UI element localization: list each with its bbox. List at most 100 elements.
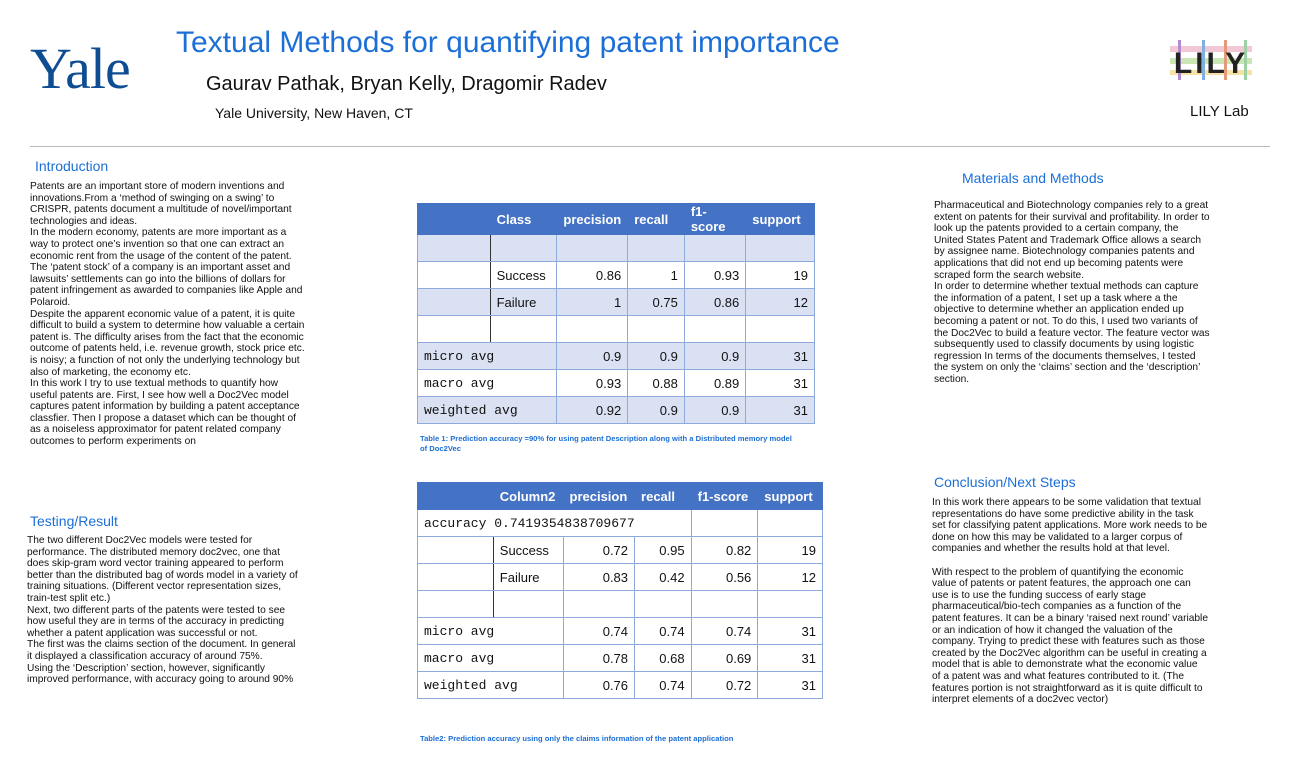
header-cell: precision: [556, 203, 629, 235]
table-cell: 0.78: [562, 644, 636, 672]
table-cell: macro avg: [416, 369, 558, 397]
table-2-caption: Table2: Prediction accuracy using only t…: [420, 734, 734, 743]
testing-paragraph: Using the ‘Description’ section, however…: [27, 662, 294, 686]
table-cell: 0.9: [683, 342, 747, 370]
conclusion-paragraph: In this work there appears to be some va…: [932, 497, 1208, 555]
table-header-row: Column2 precision recall f1-score suppor…: [417, 482, 823, 510]
table-cell: 31: [745, 369, 815, 397]
header-cell: recall: [634, 482, 692, 510]
table-cell: Success: [492, 536, 564, 564]
table-cell: macro avg: [417, 644, 564, 672]
table-cell: 12: [745, 288, 815, 316]
table-row: accuracy 0.7419354838709677: [417, 509, 823, 537]
table-cell: 1: [627, 261, 685, 289]
table-cell: [417, 536, 494, 564]
table-cell: 0.82: [690, 536, 759, 564]
table-header-row: Class precision recall f1-score support: [417, 203, 815, 235]
table-cell: 0.9: [683, 396, 747, 424]
lily-lab-logo: LILY: [1170, 40, 1252, 80]
table-cell: 0.75: [627, 288, 685, 316]
header-cell: [417, 482, 494, 510]
testing-paragraph: The first was the claims section of the …: [27, 639, 296, 662]
table-cell: 31: [757, 617, 823, 645]
header-cell: recall: [627, 203, 685, 235]
paragraph-spacer: [932, 555, 1208, 567]
table-row: weighted avg 0.76 0.74 0.72 31: [417, 671, 823, 699]
table-cell: 0.88: [627, 369, 685, 397]
table-cell: 0.86: [556, 261, 629, 289]
testing-paragraph: Next, two different parts of the patents…: [27, 604, 286, 639]
table-row: Failure 0.83 0.42 0.56 12: [417, 563, 823, 591]
table-cell: 0.86: [683, 288, 747, 316]
table-cell: 0.69: [690, 644, 759, 672]
materials-paragraph: Pharmaceutical and Biotechnology compani…: [934, 200, 1210, 281]
header-cell: f1-score: [690, 482, 759, 510]
intro-paragraph: In the modern economy, patents are more …: [30, 227, 303, 308]
table-cell: 0.83: [562, 563, 636, 591]
introduction-body: Patents are an important store of modern…: [30, 181, 306, 448]
header-cell: Column2: [492, 482, 564, 510]
header-cell: [417, 203, 491, 235]
table-cell: 0.74: [634, 671, 692, 699]
table-cell: 0.74: [690, 617, 759, 645]
testing-heading: Testing/Result: [30, 513, 118, 529]
lily-logo-text: LILY: [1174, 47, 1248, 80]
table-cell: 0.95: [634, 536, 692, 564]
table-row: [417, 590, 823, 618]
table-cell: [417, 288, 491, 316]
table-cell: [417, 563, 494, 591]
table-row: micro avg 0.9 0.9 0.9 31: [416, 342, 815, 370]
table-cell: 0.74: [562, 617, 636, 645]
header-cell: support: [757, 482, 823, 510]
table-1-caption: Table 1: Prediction accuracy =90% for us…: [420, 434, 792, 453]
table-cell: 0.72: [690, 671, 759, 699]
header-cell: precision: [562, 482, 636, 510]
table-cell: micro avg: [416, 342, 558, 370]
table-cell: 0.93: [683, 261, 747, 289]
materials-paragraph: In order to determine whether textual me…: [934, 281, 1210, 385]
conclusion-body: In this work there appears to be some va…: [932, 497, 1208, 706]
table-row: micro avg 0.74 0.74 0.74 31: [417, 617, 823, 645]
table-2: Column2 precision recall f1-score suppor…: [417, 482, 823, 699]
testing-paragraph: The two different Doc2Vec models were te…: [27, 535, 298, 604]
table-cell: 0.68: [634, 644, 692, 672]
table-cell: 12: [757, 563, 823, 591]
table-cell: 0.93: [556, 369, 629, 397]
materials-body: Pharmaceutical and Biotechnology compani…: [934, 200, 1210, 386]
table-cell: 0.9: [627, 342, 685, 370]
table-cell: 0.56: [690, 563, 759, 591]
table-cell: 0.9: [556, 342, 629, 370]
header-divider: [30, 146, 1270, 147]
table-cell: 0.92: [556, 396, 629, 424]
accuracy-cell: accuracy 0.7419354838709677: [417, 509, 692, 537]
table-cell: 19: [745, 261, 815, 289]
conclusion-paragraph: With respect to the problem of quantifyi…: [932, 566, 1208, 706]
table-row: [417, 315, 815, 343]
table-cell: 31: [757, 644, 823, 672]
table-row: Success 0.86 1 0.93 19: [417, 261, 815, 289]
table-row: macro avg 0.78 0.68 0.69 31: [417, 644, 823, 672]
table-cell: weighted avg: [416, 396, 558, 424]
table-cell: 1: [556, 288, 629, 316]
header-cell: f1-score: [683, 203, 747, 235]
table-cell: 0.89: [683, 369, 747, 397]
table-row: Success 0.72 0.95 0.82 19: [417, 536, 823, 564]
intro-paragraph: Patents are an important store of modern…: [30, 181, 292, 227]
table-cell: 0.76: [562, 671, 636, 699]
introduction-heading: Introduction: [35, 158, 109, 174]
table-cell: 19: [757, 536, 823, 564]
intro-paragraph: Despite the apparent economic value of a…: [30, 308, 305, 378]
table-1: Class precision recall f1-score support …: [416, 203, 815, 424]
table-row: weighted avg 0.92 0.9 0.9 31: [416, 396, 815, 424]
authors: Gaurav Pathak, Bryan Kelly, Dragomir Rad…: [206, 73, 607, 95]
table-cell: 0.72: [562, 536, 636, 564]
table-cell: Failure: [492, 563, 564, 591]
table-cell: Success: [489, 261, 558, 289]
table-cell: [417, 261, 491, 289]
affiliation: Yale University, New Haven, CT: [215, 105, 413, 121]
table-row: Failure 1 0.75 0.86 12: [417, 288, 815, 316]
table-cell: 31: [745, 396, 815, 424]
table-cell: 0.42: [634, 563, 692, 591]
table-cell: 31: [757, 671, 823, 699]
table-cell: 0.74: [634, 617, 692, 645]
